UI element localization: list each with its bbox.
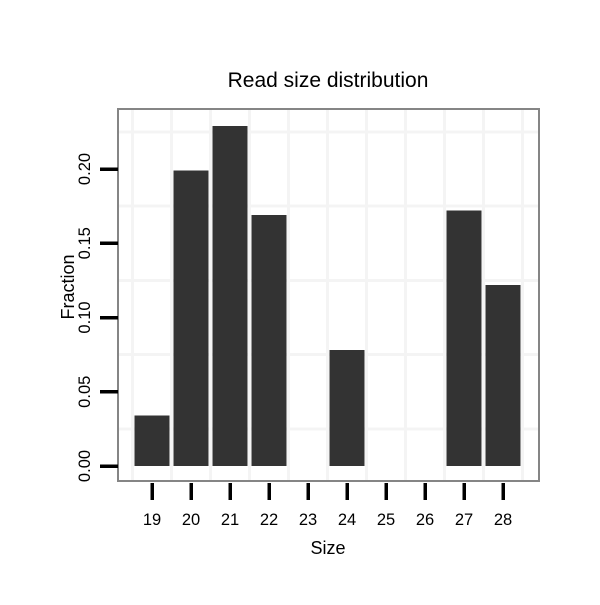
y-tick-label: 0.15	[76, 227, 94, 259]
chart-title: Read size distribution	[228, 69, 429, 92]
y-tick-label: 0.10	[76, 301, 94, 333]
x-axis-tick-labels: 19 20 21 22 23 24 25 26 27 28	[143, 511, 512, 529]
bar-series	[134, 125, 521, 467]
x-tick-label: 24	[338, 511, 356, 529]
x-tick-label: 22	[260, 511, 278, 529]
bar-22	[251, 215, 287, 466]
x-tick-label: 26	[416, 511, 434, 529]
y-axis-title: Fraction	[58, 254, 78, 319]
x-tick-label: 28	[494, 511, 512, 529]
bar-20	[173, 170, 209, 467]
gridlines	[119, 110, 538, 480]
bar-19	[134, 415, 170, 466]
x-tick-label: 21	[221, 511, 239, 529]
y-tick-label: 0.00	[76, 450, 94, 482]
x-tick-label: 23	[299, 511, 317, 529]
x-tick-label: 19	[143, 511, 161, 529]
bar-27	[446, 210, 482, 466]
x-tick-label: 20	[182, 511, 200, 529]
x-tick-label: 27	[455, 511, 473, 529]
panel-border	[117, 108, 540, 482]
bar-24	[329, 350, 365, 466]
y-axis-tick-labels: 0.00 0.05 0.10 0.15 0.20	[76, 153, 94, 482]
y-tick-label: 0.05	[76, 376, 94, 408]
y-tick-label: 0.20	[76, 153, 94, 185]
y-axis-ticks	[100, 167, 118, 468]
bar-21	[212, 125, 248, 466]
x-axis-ticks	[150, 483, 505, 500]
x-tick-label: 25	[377, 511, 395, 529]
x-axis-title: Size	[310, 538, 345, 558]
bar-28	[485, 284, 521, 466]
